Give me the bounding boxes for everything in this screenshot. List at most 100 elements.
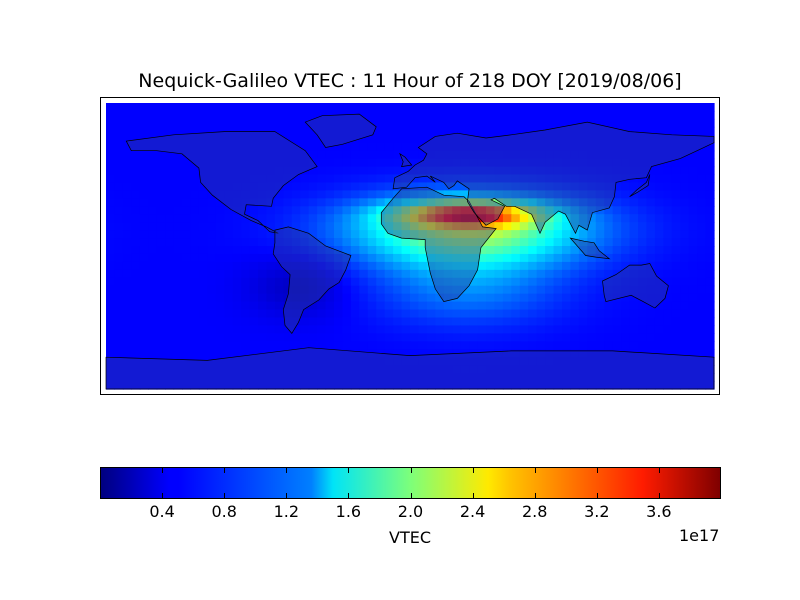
heatmap-cell bbox=[131, 277, 141, 287]
heatmap-cell bbox=[705, 261, 715, 271]
heatmap-cell bbox=[663, 214, 673, 223]
heatmap-cell bbox=[401, 222, 411, 231]
heatmap-cell bbox=[106, 285, 116, 295]
heatmap-cell bbox=[553, 150, 563, 160]
heatmap-cell bbox=[165, 381, 175, 390]
heatmap-cell bbox=[595, 261, 605, 271]
heatmap-cell bbox=[418, 222, 428, 231]
heatmap-cell bbox=[426, 373, 436, 382]
heatmap-cell bbox=[418, 158, 428, 168]
heatmap-cell bbox=[629, 365, 639, 374]
heatmap-cell bbox=[697, 166, 707, 176]
heatmap-cell bbox=[232, 261, 242, 271]
heatmap-cell bbox=[418, 118, 428, 128]
heatmap-cell bbox=[426, 174, 436, 184]
heatmap-cell bbox=[604, 341, 614, 350]
heatmap-cell bbox=[401, 325, 411, 334]
heatmap-cell bbox=[342, 381, 352, 390]
heatmap-cell bbox=[342, 238, 352, 247]
heatmap-cell bbox=[418, 261, 428, 271]
heatmap-cell bbox=[350, 142, 360, 152]
heatmap-cell bbox=[325, 174, 335, 184]
heatmap-cell bbox=[562, 333, 572, 342]
heatmap-cell bbox=[308, 333, 318, 342]
heatmap-cell bbox=[578, 126, 588, 136]
heatmap-cell bbox=[350, 198, 360, 207]
heatmap-cell bbox=[621, 277, 631, 287]
heatmap-cell bbox=[131, 285, 141, 295]
heatmap-cell bbox=[190, 126, 200, 136]
heatmap-cell bbox=[494, 150, 504, 160]
heatmap-cell bbox=[376, 293, 386, 303]
heatmap-cell bbox=[232, 246, 242, 255]
heatmap-cell bbox=[122, 150, 132, 160]
heatmap-cell bbox=[443, 381, 453, 390]
heatmap-cell bbox=[570, 341, 580, 350]
heatmap-cell bbox=[190, 150, 200, 160]
heatmap-cell bbox=[274, 317, 284, 327]
heatmap-cell bbox=[469, 333, 479, 342]
heatmap-cell bbox=[300, 373, 310, 382]
heatmap-cell bbox=[595, 246, 605, 255]
heatmap-cell bbox=[376, 190, 386, 199]
heatmap-cell bbox=[258, 110, 268, 120]
heatmap-cell bbox=[173, 309, 183, 319]
heatmap-cell bbox=[266, 357, 276, 366]
heatmap-cell bbox=[148, 142, 158, 152]
heatmap-cell bbox=[663, 365, 673, 374]
heatmap-cell bbox=[283, 118, 293, 128]
heatmap-cell bbox=[410, 269, 420, 279]
heatmap-cell bbox=[494, 357, 504, 366]
heatmap-cell bbox=[139, 174, 149, 184]
heatmap-cell bbox=[443, 246, 453, 255]
heatmap-cell bbox=[291, 317, 301, 327]
heatmap-cell bbox=[410, 325, 420, 334]
heatmap-cell bbox=[106, 166, 116, 176]
heatmap-cell bbox=[604, 325, 614, 334]
heatmap-cell bbox=[629, 381, 639, 390]
heatmap-cell bbox=[486, 198, 496, 207]
heatmap-cell bbox=[638, 309, 648, 319]
heatmap-cell bbox=[190, 333, 200, 342]
heatmap-cell bbox=[469, 325, 479, 334]
heatmap-cell bbox=[350, 134, 360, 144]
heatmap-cell bbox=[460, 110, 470, 120]
heatmap-cell bbox=[207, 238, 217, 247]
heatmap-cell bbox=[511, 238, 521, 247]
heatmap-cell bbox=[266, 198, 276, 207]
heatmap-cell bbox=[460, 214, 470, 223]
heatmap-cell bbox=[477, 174, 487, 184]
heatmap-cell bbox=[359, 381, 369, 390]
heatmap-cell bbox=[207, 222, 217, 231]
heatmap-cell bbox=[646, 238, 656, 247]
heatmap-cell bbox=[106, 214, 116, 223]
heatmap-cell bbox=[308, 365, 318, 374]
heatmap-cell bbox=[258, 293, 268, 303]
heatmap-cell bbox=[536, 206, 546, 215]
heatmap-cell bbox=[443, 238, 453, 247]
heatmap-cell bbox=[553, 126, 563, 136]
heatmap-cell bbox=[308, 373, 318, 382]
heatmap-cell bbox=[156, 110, 166, 120]
heatmap-cell bbox=[367, 110, 377, 120]
heatmap-cell bbox=[612, 341, 622, 350]
heatmap-cell bbox=[570, 309, 580, 319]
heatmap-cell bbox=[587, 253, 597, 263]
heatmap-cell bbox=[604, 309, 614, 319]
heatmap-cell bbox=[680, 317, 690, 327]
heatmap-cell bbox=[578, 230, 588, 239]
heatmap-cell bbox=[460, 301, 470, 311]
heatmap-cell bbox=[502, 381, 512, 390]
heatmap-cell bbox=[156, 182, 166, 191]
heatmap-cell bbox=[587, 222, 597, 231]
heatmap-cell bbox=[106, 373, 116, 382]
heatmap-cell bbox=[156, 174, 166, 184]
heatmap-cell bbox=[249, 142, 259, 152]
heatmap-cell bbox=[224, 206, 234, 215]
heatmap-cell bbox=[376, 341, 386, 350]
heatmap-cell bbox=[401, 277, 411, 287]
heatmap-cell bbox=[654, 190, 664, 199]
heatmap-cell bbox=[342, 269, 352, 279]
heatmap-cell bbox=[190, 174, 200, 184]
heatmap-cell bbox=[629, 246, 639, 255]
